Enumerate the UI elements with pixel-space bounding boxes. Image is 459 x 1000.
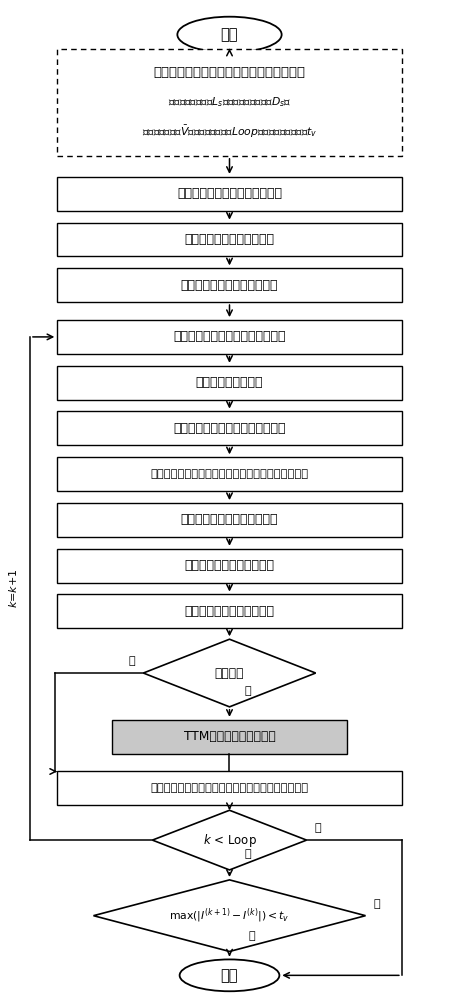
FancyBboxPatch shape <box>57 503 402 537</box>
Ellipse shape <box>179 959 280 991</box>
Text: 网格细化操作阙値$L_s$；网格分裂操作阙値$D_s$；: 网格细化操作阙値$L_s$；网格分裂操作阙値$D_s$； <box>168 95 291 109</box>
Text: 利用等几何分析计算目标函数: 利用等几何分析计算目标函数 <box>181 513 278 526</box>
Polygon shape <box>152 810 307 870</box>
FancyBboxPatch shape <box>57 594 402 628</box>
Text: 结束: 结束 <box>221 968 238 983</box>
Text: 否: 否 <box>314 823 321 833</box>
Text: 计算目标函数和体积灵敏度: 计算目标函数和体积灵敏度 <box>185 559 274 572</box>
Text: 利用插値算法计算等几何单元刚度矩阵，组装总刚阵: 利用插値算法计算等几何单元刚度矩阵，组装总刚阵 <box>151 469 308 479</box>
Text: 网格操作: 网格操作 <box>215 667 244 680</box>
FancyBboxPatch shape <box>57 549 402 583</box>
Text: 计算三角形网格体积: 计算三角形网格体积 <box>196 376 263 389</box>
Polygon shape <box>143 639 316 707</box>
Text: 是: 是 <box>244 849 251 859</box>
FancyBboxPatch shape <box>57 771 402 805</box>
Text: 最大体积用量：$\bar{V}$；最大迭代步数：$Loop$；变量的收敛公差：$t_v$: 最大体积用量：$\bar{V}$；最大迭代步数：$Loop$；变量的收敛公差：$… <box>142 124 317 140</box>
Text: 遍历半边数据结构，确定优化变量: 遍历半边数据结构，确定优化变量 <box>173 330 286 343</box>
Text: 初始化移动渐近线法迭代参数: 初始化移动渐近线法迭代参数 <box>181 279 278 292</box>
Text: 上下层投影，计算控制点的投影値: 上下层投影，计算控制点的投影値 <box>173 422 286 435</box>
Text: TTM细化、分裂及重划分: TTM细化、分裂及重划分 <box>184 730 275 743</box>
Text: 输入优化器，更新优化变量: 输入优化器，更新优化变量 <box>185 605 274 618</box>
Polygon shape <box>94 880 365 951</box>
Text: max$(|I^{(k+1)}-I^{(k)}|)<t_v$: max$(|I^{(k+1)}-I^{(k)}|)<t_v$ <box>169 906 290 925</box>
Text: $k$ < Loop: $k$ < Loop <box>202 832 257 849</box>
Text: 否: 否 <box>129 656 135 666</box>
FancyBboxPatch shape <box>57 457 402 491</box>
Text: 在控制点上施加载荷和约束: 在控制点上施加载荷和约束 <box>185 233 274 246</box>
Text: $k$=$k$+1: $k$=$k$+1 <box>7 569 19 608</box>
Text: 初始化零亨格网格曲面，配置初始组件布局: 初始化零亨格网格曲面，配置初始组件布局 <box>153 66 306 79</box>
FancyBboxPatch shape <box>57 268 402 302</box>
FancyBboxPatch shape <box>57 320 402 354</box>
Text: 是: 是 <box>244 686 251 696</box>
Text: 保刚性算法计算非控制顶点更新坐标，更新曲面形状: 保刚性算法计算非控制顶点更新坐标，更新曲面形状 <box>151 783 308 793</box>
Ellipse shape <box>177 17 282 52</box>
FancyBboxPatch shape <box>57 49 402 156</box>
Text: 开始: 开始 <box>221 27 238 42</box>
FancyBboxPatch shape <box>57 177 402 211</box>
FancyBboxPatch shape <box>57 223 402 256</box>
Text: 否: 否 <box>374 899 380 909</box>
FancyBboxPatch shape <box>112 720 347 754</box>
FancyBboxPatch shape <box>57 411 402 445</box>
Text: 初始化基于等几何分析的计算层: 初始化基于等几何分析的计算层 <box>177 187 282 200</box>
FancyBboxPatch shape <box>57 366 402 400</box>
Text: 是: 是 <box>249 931 256 941</box>
